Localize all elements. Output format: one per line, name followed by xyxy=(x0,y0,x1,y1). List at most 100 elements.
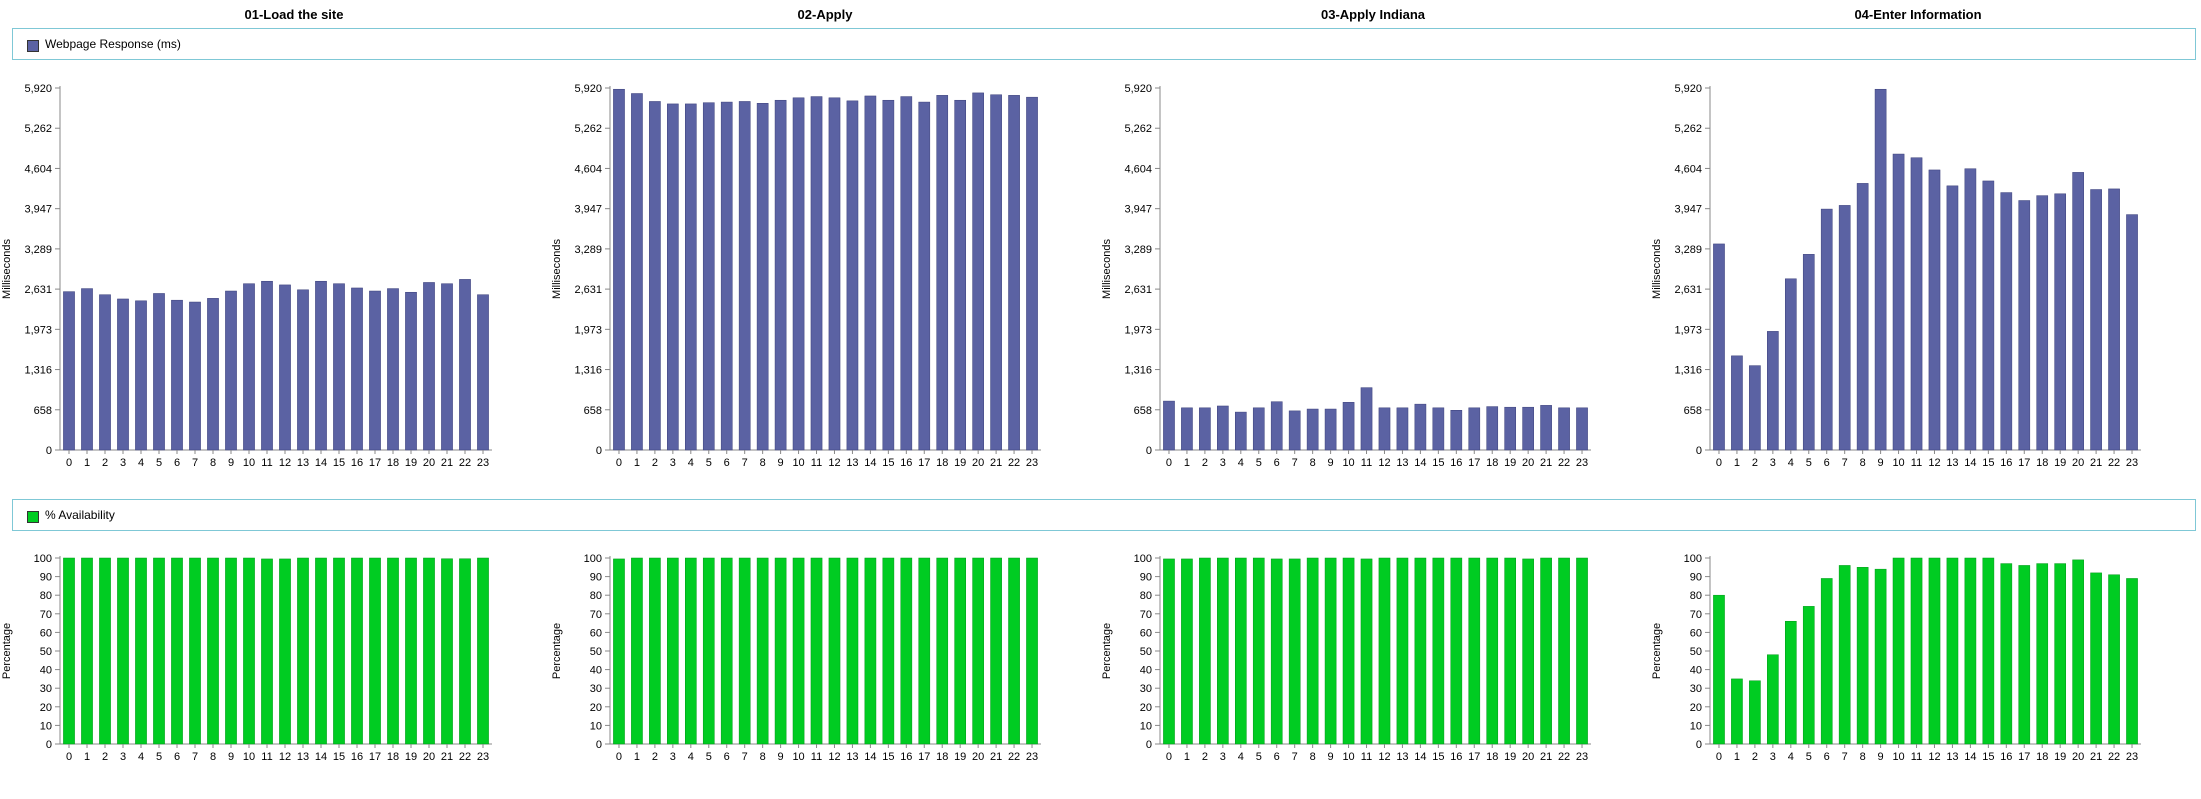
response-chart-1-bar xyxy=(369,290,381,451)
availability-chart-4-x-tick-label: 15 xyxy=(1982,751,1994,763)
response-chart-1-x-tick-label: 14 xyxy=(315,457,327,469)
response-chart-4-x-tick-label: 22 xyxy=(2108,457,2120,469)
response-chart-1-bar xyxy=(405,291,417,451)
response-chart-1-x-tick-label: 3 xyxy=(120,457,126,469)
availability-chart-2-x-tick-label: 3 xyxy=(670,751,676,763)
response-chart-3-bar xyxy=(1324,408,1337,451)
response-chart-3-x-tick-label: 5 xyxy=(1256,457,1262,469)
response-chart-3-x-tick-label: 12 xyxy=(1378,457,1390,469)
response-chart-4-x-tick-label: 12 xyxy=(1928,457,1940,469)
response-chart-2-bar xyxy=(649,101,661,451)
response-chart-2-bar xyxy=(756,103,769,451)
response-chart-1-x-tick-label: 7 xyxy=(192,457,198,469)
availability-chart-4-x-tick-label: 8 xyxy=(1860,751,1866,763)
response-chart-4-bar xyxy=(2018,200,2031,451)
availability-chart-3-x-tick-label: 13 xyxy=(1396,751,1408,763)
response-chart-3-bar xyxy=(1576,407,1588,451)
availability-chart-4-x-tick-label: 17 xyxy=(2018,751,2030,763)
availability-chart-3-bar xyxy=(1450,557,1463,745)
availability-chart-3-bar xyxy=(1486,557,1499,745)
availability-chart-1-y-axis-title: Percentage xyxy=(1,623,13,679)
response-chart-4-bar xyxy=(1838,205,1851,451)
availability-chart-3-bar xyxy=(1468,557,1481,745)
availability-chart-2-bar xyxy=(667,557,679,745)
availability-chart-1-x-tick-label: 10 xyxy=(243,751,255,763)
response-chart-2-x-tick-label: 21 xyxy=(990,457,1002,469)
response-chart-2-bar xyxy=(918,101,931,451)
availability-chart-2-bar xyxy=(972,557,984,745)
availability-chart-4-bar xyxy=(1892,557,1905,745)
response-chart-1-bar xyxy=(153,293,165,451)
response-chart-4-bar xyxy=(2126,214,2138,451)
response-chart-1-x-tick-label: 1 xyxy=(84,457,90,469)
availability-chart-3-bar xyxy=(1306,557,1319,745)
availability-chart-2-x-tick-label: 1 xyxy=(634,751,640,763)
availability-chart-2-bar xyxy=(1008,557,1020,745)
response-chart-1-y-tick-label: 2,631 xyxy=(24,284,52,296)
response-chart-4-bar xyxy=(2072,172,2084,451)
availability-chart-1-x-tick-label: 7 xyxy=(192,751,198,763)
availability-chart-2-y-tick-label: 10 xyxy=(590,720,602,732)
availability-chart-3-y-tick-label: 90 xyxy=(1140,572,1152,584)
availability-chart-3-x-tick-label: 15 xyxy=(1432,751,1444,763)
availability-chart-1-x-tick-label: 12 xyxy=(279,751,291,763)
response-chart-3-x-tick-label: 8 xyxy=(1310,457,1316,469)
response-chart-1-bar xyxy=(63,291,75,451)
response-chart-3-bar xyxy=(1396,407,1409,451)
availability-chart-1-bar xyxy=(297,557,309,745)
response-chart-1-x-tick-label: 9 xyxy=(228,457,234,469)
availability-chart-2-bar xyxy=(846,557,859,745)
response-chart-4-bar xyxy=(1856,183,1869,451)
availability-chart-3-x-tick-label: 0 xyxy=(1166,751,1172,763)
availability-chart-3-x-tick-label: 12 xyxy=(1378,751,1390,763)
availability-chart-2-y-tick-label: 60 xyxy=(590,627,602,639)
availability-chart-1-y-tick-label: 40 xyxy=(40,665,52,677)
response-chart-3-bar xyxy=(1163,400,1175,451)
availability-chart-1-y-tick-label: 100 xyxy=(34,553,52,565)
response-chart-2-x-tick-label: 19 xyxy=(954,457,966,469)
availability-chart-3-x-tick-label: 10 xyxy=(1342,751,1354,763)
response-chart-2-y-axis-title: Milliseconds xyxy=(551,239,563,299)
response-chart-1-x-tick-label: 10 xyxy=(243,457,255,469)
response-chart-1-y-tick-label: 1,973 xyxy=(24,324,52,336)
response-chart-4-y-axis-title: Milliseconds xyxy=(1651,239,1663,299)
availability-chart-2-x-tick-label: 13 xyxy=(846,751,858,763)
availability-chart-2-y-tick-label: 40 xyxy=(590,665,602,677)
response-chart-3-bar xyxy=(1288,410,1301,451)
response-legend-swatch xyxy=(27,40,39,52)
availability-chart-2-y-tick-label: 100 xyxy=(584,553,602,565)
chart-title-04: 04-Enter Information xyxy=(1854,7,1982,22)
response-chart-3-y-tick-label: 2,631 xyxy=(1124,284,1152,296)
availability-chart-4-bar xyxy=(1820,578,1833,745)
availability-chart-2-x-tick-label: 10 xyxy=(792,751,804,763)
response-chart-4-bar xyxy=(1874,88,1887,451)
availability-chart-2-x-tick-label: 18 xyxy=(936,751,948,763)
availability-chart-4-y-tick-label: 30 xyxy=(1690,683,1702,695)
availability-chart-2-x-tick-label: 6 xyxy=(724,751,730,763)
response-chart-3-bar xyxy=(1378,407,1391,451)
response-chart-4-x-tick-label: 16 xyxy=(2000,457,2012,469)
response-chart-4-bar xyxy=(2090,189,2102,451)
response-chart-2-y-tick-label: 658 xyxy=(584,405,602,417)
response-chart-4-y-tick-label: 658 xyxy=(1684,405,1702,417)
availability-chart-2-x-tick-label: 4 xyxy=(688,751,694,763)
availability-chart-2-x-tick-label: 17 xyxy=(918,751,930,763)
availability-chart-1-bar xyxy=(279,558,291,745)
availability-chart-3-bar xyxy=(1288,558,1301,745)
response-chart-2-x-tick-label: 8 xyxy=(760,457,766,469)
availability-chart-2-x-tick-label: 14 xyxy=(864,751,876,763)
availability-chart-1-bar xyxy=(423,557,435,745)
response-chart-4-bar xyxy=(1784,278,1797,451)
availability-chart-2-x-tick-label: 9 xyxy=(778,751,784,763)
response-chart-2-bar xyxy=(738,101,751,451)
availability-chart-3-y-axis-title: Percentage xyxy=(1101,623,1113,679)
response-chart-3-y-tick-label: 3,947 xyxy=(1124,204,1152,216)
response-chart-3-bar xyxy=(1234,411,1247,451)
response-chart-1-x-tick-label: 22 xyxy=(459,457,471,469)
availability-chart-4-x-tick-label: 3 xyxy=(1770,751,1776,763)
response-chart-2-x-tick-label: 18 xyxy=(936,457,948,469)
response-chart-2-y-tick-label: 3,947 xyxy=(574,204,602,216)
response-chart-1-x-tick-label: 18 xyxy=(387,457,399,469)
response-chart-1-bar xyxy=(477,294,489,451)
availability-chart-1-bar xyxy=(153,557,165,745)
